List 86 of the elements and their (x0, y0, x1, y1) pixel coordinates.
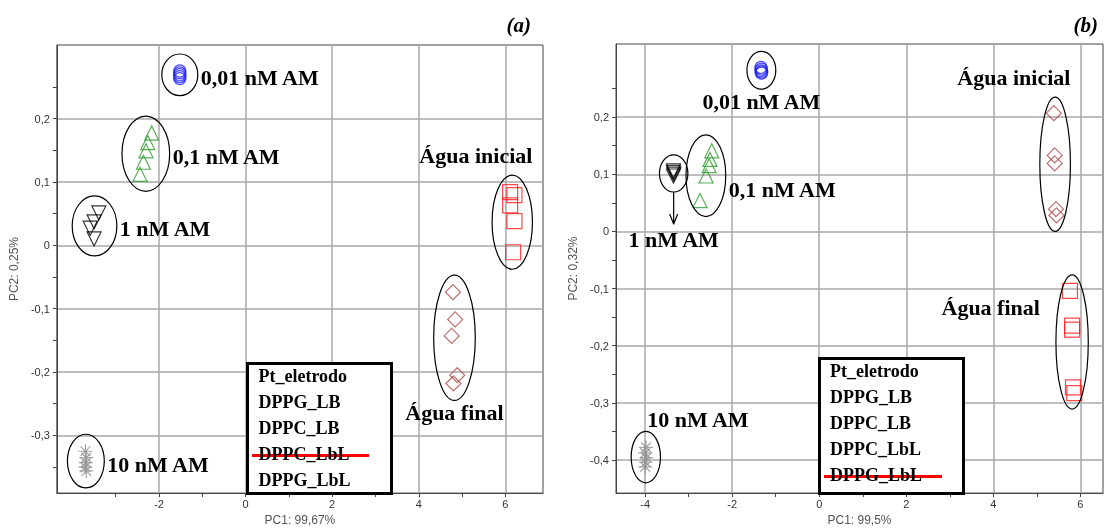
point (1045, 105, 1062, 122)
point (704, 143, 720, 159)
point (692, 192, 708, 209)
annotation: DPPC_LbL (830, 439, 922, 460)
series-label: Água final (941, 294, 1040, 320)
annotation: DPPC_LB (830, 413, 912, 434)
series-label: Água final (405, 399, 504, 425)
y-tick-label: -0,2 (30, 366, 50, 379)
x-tick-label: -4 (640, 497, 651, 510)
point (449, 367, 466, 384)
y-tick-label: -0,1 (30, 302, 50, 315)
y-tick-label: 0,1 (593, 168, 609, 181)
x-tick-label: 2 (329, 497, 336, 510)
point (502, 197, 519, 214)
y-tick-label: 0 (602, 225, 609, 238)
series-label: Água inicial (957, 64, 1071, 90)
point (502, 183, 519, 201)
x-tick-label: -2 (727, 497, 738, 510)
annotation: DPPC_LB (258, 418, 340, 439)
point (1047, 201, 1065, 218)
series-label: 0,01 nM AM (702, 88, 821, 114)
annotation: Pt_eletrodo (258, 366, 348, 387)
point (78, 463, 94, 479)
point (505, 244, 522, 261)
series-label: 10 nM AM (647, 406, 749, 432)
y-tick-label: -0,2 (590, 339, 609, 352)
point (1048, 207, 1065, 224)
x-tick-label: 0 (816, 497, 823, 510)
annotation: DPPG_LbL (258, 470, 351, 491)
point (638, 439, 654, 455)
series-label: 1 nM AM (119, 216, 211, 242)
x-tick-label: 4 (415, 497, 422, 510)
x-axis-title: PC1: 99,5% (827, 513, 892, 527)
x-tick-label: 2 (903, 497, 910, 510)
point (1061, 282, 1079, 299)
point (86, 231, 102, 247)
point (701, 158, 717, 174)
series-label: 0,01 nM AM (200, 65, 319, 91)
point (1064, 379, 1082, 396)
point (144, 125, 160, 141)
point (702, 151, 718, 168)
y-tick-label: -0,4 (590, 453, 609, 466)
y-tick-label: -0,3 (30, 429, 50, 442)
series-label: 10 nM AM (107, 451, 209, 477)
x-tick-label: 6 (502, 497, 509, 510)
chart-title: (a) (506, 12, 532, 37)
point (1066, 385, 1083, 402)
point (132, 166, 148, 182)
point (1046, 155, 1063, 172)
legend-label: 1 nM AM (628, 227, 720, 253)
y-tick-label: 0,2 (34, 112, 50, 125)
y-tick-label: -0,3 (590, 396, 609, 409)
annotation: DPPG_LB (258, 392, 341, 413)
point (447, 311, 464, 328)
point (138, 143, 154, 159)
y-tick-label: 0,2 (593, 111, 609, 124)
annotation: DPPG_LB (830, 387, 913, 408)
point (506, 213, 523, 230)
y-tick-label: 0,1 (34, 175, 50, 188)
point (140, 135, 156, 151)
y-tick-label: 0 (43, 239, 50, 252)
y-tick-label: -0,1 (590, 282, 609, 295)
point (698, 168, 714, 184)
y-axis-title: PC2: 0,25% (7, 236, 21, 302)
point (135, 154, 152, 170)
point (445, 375, 462, 392)
x-tick-label: 4 (990, 497, 997, 510)
series-label: Água inicial (419, 142, 533, 168)
x-axis-title: PC1: 99,67% (264, 513, 336, 527)
series-label: 0,1 nM AM (172, 144, 280, 170)
chart-title: (b) (1073, 12, 1099, 37)
point (1064, 321, 1081, 338)
point (77, 443, 94, 459)
series-label: 0,1 nM AM (728, 177, 836, 203)
x-tick-label: 0 (242, 497, 249, 510)
point (443, 327, 460, 345)
y-axis-title: PC2: 0,32% (566, 236, 581, 301)
point (506, 187, 523, 204)
point (637, 459, 653, 475)
point (444, 284, 462, 301)
x-tick-label: -2 (154, 497, 164, 510)
point (1046, 147, 1063, 164)
annotation: Pt_eletrodo (830, 361, 919, 382)
point (1064, 317, 1081, 334)
x-tick-label: 6 (1077, 497, 1084, 510)
point (91, 205, 107, 221)
